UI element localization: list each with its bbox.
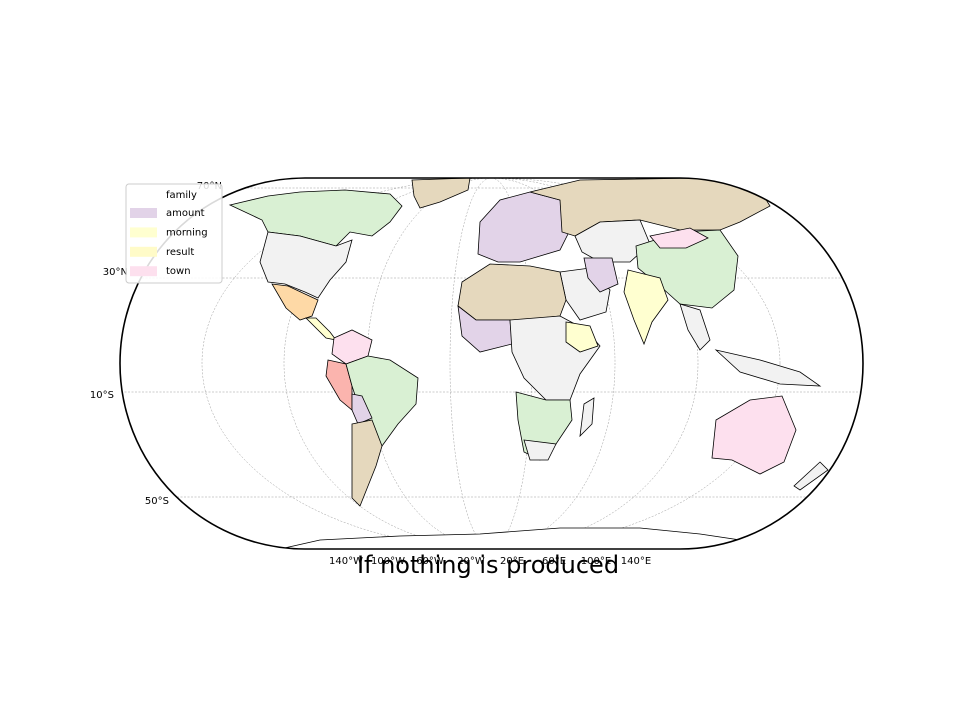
lat-label: 30°N <box>103 267 128 278</box>
legend-swatch <box>130 208 157 218</box>
lon-label: 100°E <box>581 556 611 567</box>
legend-swatch <box>130 266 157 277</box>
lat-label: 50°S <box>145 496 169 507</box>
lat-label: 10°S <box>90 390 114 401</box>
lon-label: 60°W <box>416 556 444 567</box>
legend-title: family <box>166 190 197 201</box>
lon-label: 140°E <box>621 556 651 567</box>
legend: family amount morning result town <box>125 183 223 284</box>
map-body <box>120 178 864 549</box>
legend-label: amount <box>166 208 205 219</box>
legend-swatch <box>130 246 157 257</box>
legend-swatch <box>130 227 157 238</box>
lon-label: 20°E <box>500 556 524 567</box>
legend-label: morning <box>166 227 208 238</box>
lon-label: 60°E <box>542 556 566 567</box>
lon-label: 140°W <box>329 556 363 567</box>
legend-label: result <box>166 247 194 258</box>
longitude-labels: 140°W 100°W 60°W 20°W 20°E 60°E 100°E 140°E <box>329 556 651 567</box>
lon-label: 20°W <box>457 556 485 567</box>
legend-label: town <box>166 266 191 277</box>
map-title: If nothing is produced <box>357 551 619 579</box>
legend-entries: amount morning result town <box>130 208 208 277</box>
land <box>228 178 829 549</box>
lon-label: 100°W <box>371 556 405 567</box>
